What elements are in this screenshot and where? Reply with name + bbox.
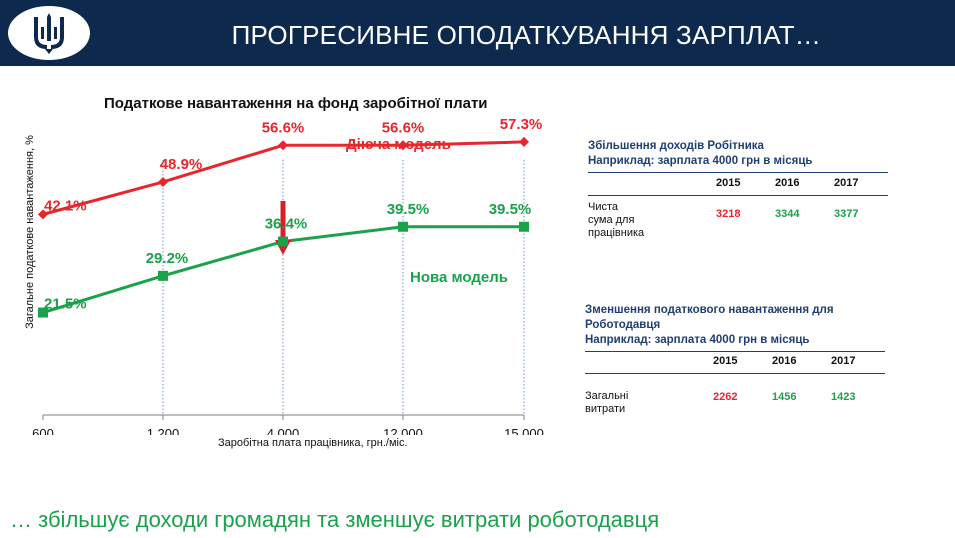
table-cell: 3377 (834, 208, 859, 220)
table-cell: 1456 (772, 391, 797, 403)
data-point (38, 209, 48, 220)
table-header-year: 2016 (772, 355, 797, 367)
data-point (278, 236, 288, 247)
employer-panel-title-line1: Зменшення податкового навантаження для (585, 304, 834, 316)
page-title: ПРОГРЕСИВНЕ ОПОДАТКУВАННЯ ЗАРПЛАТ… (231, 20, 821, 50)
legend-new-model: Нова модель (410, 269, 509, 286)
trident-icon (34, 13, 64, 54)
logo (8, 6, 90, 60)
header-bar: ПРОГРЕСИВНЕ ОПОДАТКУВАННЯ ЗАРПЛАТ… (0, 0, 955, 66)
x-tick-label: 4,000 (267, 426, 300, 435)
chart-title: Податкове навантаження на фонд заробітно… (104, 95, 488, 112)
data-point (398, 140, 408, 151)
worker-panel-title-line2: Наприклад: зарплата 4000 грн в місяць (588, 155, 813, 167)
employer-panel-title-line2: Роботодавця (585, 319, 661, 331)
worker-panel-title: Збільшення доходів Робітника Наприклад: … (588, 139, 812, 169)
table-header-year: 2015 (716, 177, 741, 189)
table-header-year: 2017 (834, 177, 859, 189)
table-cell: 2262 (713, 391, 738, 403)
x-tick-label: 15,000 (504, 426, 544, 435)
data-label: 57.3% (500, 116, 543, 133)
legend-current-model: Діюча модель (346, 136, 451, 153)
table-row-label: Чиста сума для працівника (588, 201, 644, 240)
table-header-year: 2016 (775, 177, 800, 189)
data-point (398, 221, 408, 232)
data-label: 29.2% (146, 250, 189, 267)
data-point (158, 270, 168, 281)
data-label: 36.4% (265, 216, 308, 233)
data-point (519, 221, 529, 232)
table-cell: 3218 (716, 208, 741, 220)
table-cell: 1423 (831, 391, 856, 403)
line-chart: 600 1,200 4,000 12,000 15,000 42.1% 48.9% 56.6… (32, 116, 544, 435)
x-axis-label: Заробітна плата працівника, грн./міс. (218, 437, 408, 449)
table-cell: 3344 (775, 208, 800, 220)
data-label: 42.1% (44, 197, 87, 214)
employer-panel-title: Зменшення податкового навантаження для Р… (585, 303, 834, 348)
data-label: 39.5% (387, 201, 430, 218)
data-point (38, 307, 48, 318)
divider (588, 195, 888, 196)
data-label: 48.9% (160, 156, 203, 173)
x-tick-label: 600 (32, 426, 54, 435)
divider (588, 172, 888, 173)
data-label: 56.6% (262, 119, 305, 136)
x-tick-label: 1,200 (147, 426, 180, 435)
data-label: 56.6% (382, 119, 425, 136)
divider (585, 351, 885, 352)
data-label: 39.5% (489, 201, 532, 218)
data-label: 21.5% (44, 296, 87, 313)
table-header-year: 2015 (713, 355, 738, 367)
worker-panel-title-line1: Збільшення доходів Робітника (588, 140, 764, 152)
table-row-label: Загальні витрати (585, 390, 629, 415)
data-point (278, 140, 288, 151)
data-point (158, 176, 168, 187)
table-header-year: 2017 (831, 355, 856, 367)
table-row-label-line1: Чиста сума для (588, 201, 635, 226)
divider (585, 373, 885, 374)
x-tick-label: 12,000 (383, 426, 423, 435)
data-point (519, 136, 529, 147)
table-row-label-line2: працівника (588, 227, 645, 239)
employer-panel-title-line3: Наприклад: зарплата 4000 грн в місяць (585, 334, 810, 346)
footer-tagline: … збільшує доходи громадян та зменшує ви… (10, 507, 660, 532)
